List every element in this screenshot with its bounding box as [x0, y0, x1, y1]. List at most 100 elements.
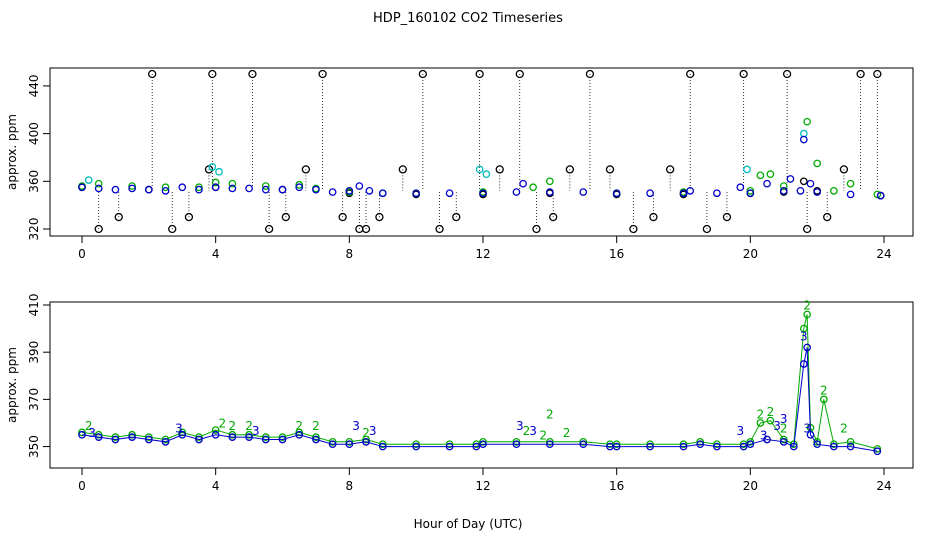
data-point [228, 179, 237, 188]
data-point [746, 186, 755, 195]
data-point [161, 186, 170, 195]
data-point [756, 171, 765, 180]
outlier-point [802, 224, 812, 234]
marker-label: 2 [546, 407, 554, 421]
outlier-point [338, 212, 347, 222]
marker-label: 2 [245, 419, 253, 433]
outlier-point [94, 224, 103, 234]
y-tick-label: 410 [27, 294, 41, 317]
marker-label: 2 [563, 426, 571, 440]
data-point [813, 159, 822, 168]
data-point [295, 181, 304, 189]
data-point [799, 177, 808, 186]
data-point [78, 183, 86, 192]
x-tick-label: 16 [609, 479, 624, 493]
data-point [512, 188, 521, 196]
data-point [786, 175, 795, 183]
x-tick-label: 4 [212, 479, 220, 493]
data-point [355, 182, 364, 190]
data-point [84, 176, 93, 184]
data-point [312, 185, 320, 194]
outlier-point [739, 69, 748, 79]
data-point [479, 189, 487, 198]
marker-label: 2 [780, 421, 788, 435]
outlier-point [856, 69, 865, 79]
y-tick-label: 360 [27, 170, 41, 193]
marker-label: 2 [362, 426, 370, 440]
data-point [873, 445, 882, 453]
data-point [312, 433, 320, 441]
data-point [445, 189, 454, 198]
x-tick-label: 12 [475, 247, 490, 261]
outlier-point [686, 69, 695, 79]
outlier-point [532, 224, 541, 234]
data-point [763, 179, 771, 188]
outlier-point [398, 165, 407, 174]
data-point [736, 183, 745, 192]
data-point [746, 189, 755, 198]
outlier-point [375, 212, 384, 222]
outlier-point [722, 212, 732, 222]
marker-label: 2 [85, 419, 93, 433]
x-tick-label: 24 [876, 479, 891, 493]
data-point [178, 183, 187, 192]
plot-frame [49, 67, 914, 237]
x-tick-label: 8 [346, 247, 354, 261]
outlier-point [114, 212, 123, 222]
data-point [806, 179, 815, 188]
marker-label: 3 [780, 412, 788, 426]
data-point [746, 440, 755, 449]
data-point [211, 426, 220, 434]
y-axis-title: approx. ppm [5, 347, 19, 423]
data-point [211, 178, 220, 187]
outlier-point [208, 69, 217, 79]
outlier-point [301, 165, 311, 174]
x-tick-label: 20 [743, 479, 758, 493]
marker-label: 3 [803, 421, 811, 435]
outlier-point [782, 69, 792, 79]
data-point [312, 435, 320, 444]
data-point [813, 188, 822, 196]
outlier-point [823, 212, 832, 222]
y-tick-label: 320 [27, 218, 41, 241]
data-point [766, 416, 775, 425]
outlier-point [168, 224, 177, 234]
marker-label: 3 [252, 424, 260, 438]
y-tick-label: 400 [27, 122, 41, 145]
data-point [686, 186, 695, 195]
marker-label: 2 [295, 419, 303, 433]
data-point [111, 185, 120, 194]
data-point [803, 117, 811, 126]
data-point [195, 183, 203, 192]
data-point [779, 435, 788, 444]
data-point [766, 170, 775, 179]
data-point [830, 186, 838, 195]
outlier-point [649, 212, 658, 222]
x-tick-label: 4 [212, 247, 220, 261]
marker-label: 3 [773, 419, 781, 433]
outlier-point [184, 212, 194, 222]
data-point [873, 190, 882, 199]
outlier-point [418, 69, 428, 79]
plot-frame [49, 301, 914, 469]
marker-label: 2 [767, 405, 775, 419]
outlier-point [585, 69, 595, 79]
outlier-point [605, 165, 615, 174]
data-point [873, 447, 882, 456]
marker-label: 2 [219, 417, 227, 431]
marker-label: 2 [803, 299, 811, 313]
marker-label: 2 [820, 384, 828, 398]
data-point [228, 184, 237, 193]
marker-label: 3 [175, 421, 183, 435]
data-point [819, 395, 828, 404]
data-point [679, 189, 688, 198]
data-point [612, 189, 621, 198]
data-point [261, 185, 270, 194]
outlier-point [629, 224, 638, 234]
outlier-point [495, 165, 504, 174]
data-point [195, 435, 203, 444]
x-tick-label: 8 [346, 479, 354, 493]
data-point [178, 428, 187, 437]
outlier-point [665, 165, 675, 174]
